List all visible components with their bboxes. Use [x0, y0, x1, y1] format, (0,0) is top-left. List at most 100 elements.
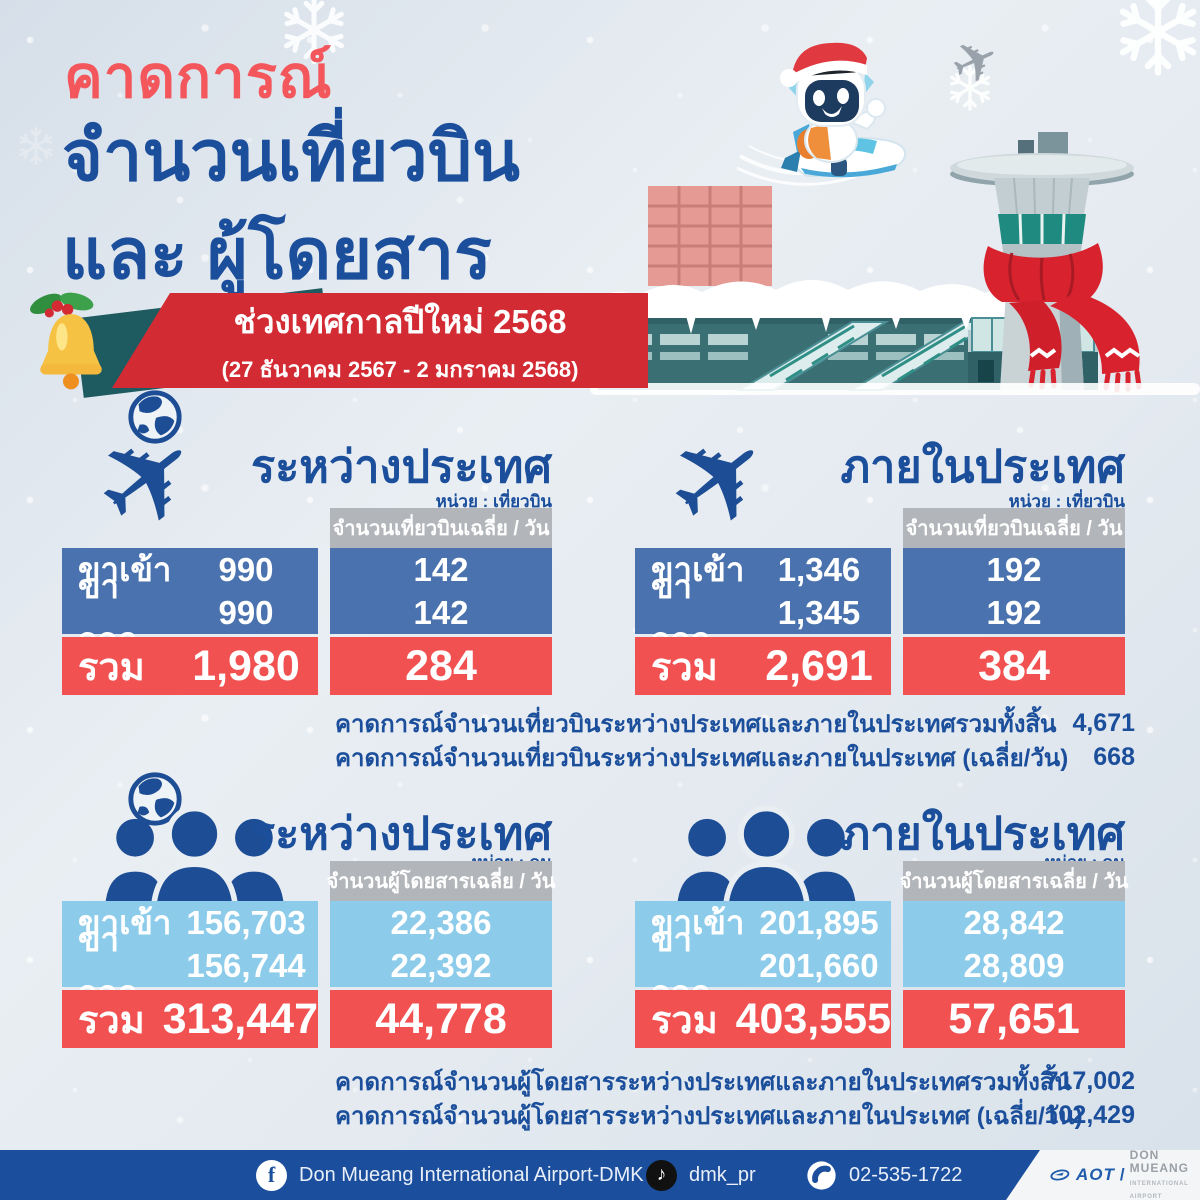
avg-value: 22,392	[390, 946, 492, 984]
table-international-flights: ระหว่างประเทศ หน่วย : เที่ยวบิน จำนวนเที…	[62, 430, 607, 700]
row-value: 1,345	[777, 593, 861, 631]
flights-summary-average: คาดการณ์จำนวนเที่ยวบินระหว่างประเทศและภา…	[335, 740, 1135, 774]
tiktok-icon: ♪	[646, 1159, 677, 1191]
total-label: รวม	[78, 646, 145, 689]
total-row: รวม 313,447	[62, 990, 318, 1048]
rows-box: ขาเข้า 201,895 ขาออก201,660	[635, 901, 891, 1011]
table-row: 192	[903, 591, 1125, 634]
section-title: ระหว่างประเทศ	[250, 808, 552, 859]
aot-logo-text: AOT	[1076, 1165, 1115, 1184]
avg-column-header: จำนวนเที่ยวบินเฉลี่ย / วัน	[903, 508, 1125, 548]
airport-illustration	[590, 132, 1200, 395]
row-value: 1,346	[777, 550, 861, 588]
phone-icon	[807, 1160, 836, 1190]
total-row: รวม 1,980	[62, 637, 318, 695]
section-title: ภายในประเทศ	[840, 808, 1125, 859]
row-label: ขาเข้า	[651, 904, 745, 941]
avg-box: 22,386 22,392	[330, 901, 552, 987]
row-label: ขาเข้า	[651, 551, 745, 588]
table-row: ขาเข้า 201,895	[635, 901, 891, 944]
santa-robot-mascot	[736, 42, 907, 186]
table-row: 192	[903, 548, 1125, 591]
avg-value: 28,842	[963, 903, 1065, 941]
rows-box: ขาเข้า 156,703 ขาออก156,744	[62, 901, 318, 1011]
table-row: 28,809	[903, 944, 1125, 987]
total-avg: 44,778	[330, 990, 552, 1048]
table-row: ขาเข้า 1,346	[635, 548, 891, 591]
table-row: 22,386	[330, 901, 552, 944]
row-value: 201,895	[759, 903, 879, 941]
avg-box: 192 192	[903, 548, 1125, 634]
page-title-flights: จำนวนเที่ยวบิน	[62, 117, 521, 195]
banner-period-title: ช่วงเทศกาลปีใหม่ 2568	[233, 302, 567, 340]
table-row: ขาออก156,744	[62, 921, 318, 1011]
period-banner: ช่วงเทศกาลปีใหม่ 2568 (27 ธันวาคม 2567 -…	[112, 293, 648, 388]
avg-column-header: จำนวนเที่ยวบินเฉลี่ย / วัน	[330, 508, 552, 548]
snowflake-icon	[16, 126, 56, 166]
table-row: 28,842	[903, 901, 1125, 944]
table-domestic-flights: ภายในประเทศ หน่วย : เที่ยวบิน จำนวนเที่ย…	[635, 430, 1180, 700]
table-row: 22,392	[330, 944, 552, 987]
table-row: 142	[330, 591, 552, 634]
row-value: 156,703	[186, 903, 306, 941]
total-label: รวม	[651, 999, 718, 1042]
avg-value: 142	[413, 593, 469, 631]
summary-value: 102,429	[1044, 1100, 1135, 1129]
section-title: ภายในประเทศ	[840, 441, 1125, 492]
total-label: รวม	[78, 999, 145, 1042]
section-title: ระหว่างประเทศ	[250, 441, 552, 492]
snow-ground	[590, 383, 1200, 395]
aot-logo-icon	[1050, 1169, 1070, 1181]
rows-box: ขาเข้า 1,346 ขาออก1,345	[635, 548, 891, 658]
avg-value: 142	[413, 550, 469, 588]
total-avg: 57,651	[903, 990, 1125, 1048]
row-label: ขาเข้า	[78, 904, 172, 941]
terminal-illustration	[590, 280, 1012, 391]
facebook-contact[interactable]: f Don Mueang International Airport-DMK	[256, 1150, 644, 1200]
dmk-logo-text: DON MUEANG	[1129, 1147, 1189, 1175]
total-avg: 384	[903, 637, 1125, 695]
table-row: ขาออก201,660	[635, 921, 891, 1011]
tiktok-label: dmk_pr	[689, 1163, 756, 1186]
table-international-passengers: ระหว่างประเทศ หน่วย : คน จำนวนผู้โดยสารเ…	[62, 783, 607, 1053]
total-row: รวม 2,691	[635, 637, 891, 695]
rows-box: ขาเข้า 990 ขาออก990	[62, 548, 318, 658]
total-avg: 284	[330, 637, 552, 695]
table-domestic-passengers: ภายในประเทศ หน่วย : คน จำนวนผู้โดยสารเฉล…	[635, 783, 1180, 1053]
summary-text: คาดการณ์จำนวนเที่ยวบินระหว่างประเทศและภา…	[335, 744, 1069, 772]
total-value: 2,691	[765, 641, 873, 690]
avg-value: 22,386	[390, 903, 492, 941]
flights-summary-total: คาดการณ์จำนวนเที่ยวบินระหว่างประเทศและภา…	[335, 706, 1135, 740]
unit-label: หน่วย : เที่ยวบิน	[1008, 492, 1125, 511]
total-value: 403,555	[735, 994, 891, 1043]
avg-value: 28,809	[963, 946, 1065, 984]
avg-value: 192	[986, 593, 1042, 631]
unit-label: หน่วย : เที่ยวบิน	[435, 492, 552, 511]
tiktok-contact[interactable]: ♪ dmk_pr	[646, 1150, 756, 1200]
phone-number: 02-535-1722	[849, 1163, 963, 1186]
table-row: ขาเข้า 990	[62, 548, 318, 591]
phone-contact[interactable]: 02-535-1722	[806, 1150, 962, 1200]
row-value: 990	[218, 550, 274, 588]
total-value: 1,980	[192, 641, 300, 690]
avg-value: 192	[986, 550, 1042, 588]
avg-box: 142 142	[330, 548, 552, 634]
logo-slash: /	[1119, 1165, 1125, 1184]
table-row: ขาออก990	[62, 568, 318, 658]
table-row: ขาเข้า 156,703	[62, 901, 318, 944]
avg-column-header: จำนวนผู้โดยสารเฉลี่ย / วัน	[327, 861, 555, 901]
aot-dmk-logo: AOT / DON MUEANG INTERNATIONAL AIRPORT	[1050, 1147, 1200, 1200]
total-value: 313,447	[162, 994, 318, 1043]
avg-box: 28,842 28,809	[903, 901, 1125, 987]
passengers-summary-total: คาดการณ์จำนวนผู้โดยสารระหว่างประเทศและภา…	[335, 1064, 1135, 1098]
page-title-forecast: คาดการณ์	[64, 45, 333, 110]
total-row: รวม 403,555	[635, 990, 891, 1048]
row-value: 990	[218, 593, 274, 631]
summary-text: คาดการณ์จำนวนผู้โดยสารระหว่างประเทศและภา…	[335, 1102, 1083, 1130]
table-row: 142	[330, 548, 552, 591]
page-title-passengers: และ ผู้โดยสาร	[62, 215, 492, 293]
row-value: 156,744	[186, 946, 306, 984]
facebook-label: Don Mueang International Airport-DMK	[299, 1163, 644, 1186]
passengers-summary-average: คาดการณ์จำนวนผู้โดยสารระหว่างประเทศและภา…	[335, 1098, 1135, 1132]
